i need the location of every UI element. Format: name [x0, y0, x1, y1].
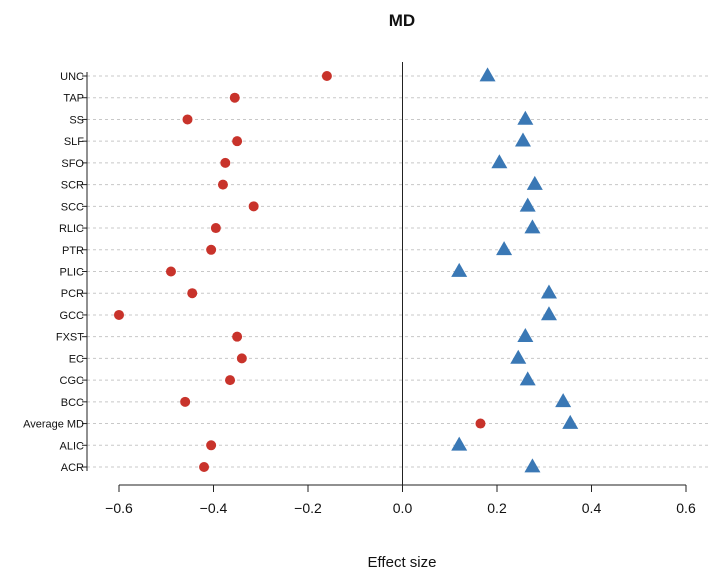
point-slf-circle — [232, 136, 243, 147]
point-ptr-circle — [206, 244, 217, 255]
y-tick-label: SLF — [64, 136, 84, 148]
point-ss-circle — [182, 114, 193, 125]
point-bcc-circle — [180, 396, 191, 407]
point-cgc-circle — [225, 375, 236, 386]
y-tick-label: GCC — [60, 310, 85, 322]
y-tick-label: SCC — [61, 201, 84, 213]
point-ss-triangle — [517, 110, 534, 125]
point-acr-circle — [199, 462, 210, 472]
y-tick-label: BCC — [61, 397, 84, 409]
point-gcc-triangle — [540, 306, 557, 321]
point-sfo-triangle — [491, 154, 508, 169]
point-unc-circle — [321, 71, 332, 81]
y-tick-label: PCR — [61, 288, 84, 300]
chart-title: MD — [389, 11, 415, 30]
x-tick-label: −0.2 — [294, 500, 322, 516]
y-tick-label: ACR — [61, 462, 84, 474]
data-marks — [114, 67, 579, 473]
point-pcr-triangle — [540, 284, 557, 299]
y-tick-label: EC — [69, 353, 84, 365]
y-tick-label: SS — [69, 114, 84, 126]
point-sfo-circle — [220, 157, 231, 168]
y-tick-label: SFO — [61, 158, 84, 170]
point-scr-circle — [217, 179, 228, 190]
x-tick-label: 0.6 — [676, 500, 696, 516]
y-axis: UNC TAP SS SLF SFO SCR SCC RLIC PTR PLIC PCR GCC FXS… — [23, 71, 88, 474]
x-tick-label: −0.4 — [200, 500, 228, 516]
point-rlic-circle — [210, 223, 221, 234]
point-plic-circle — [165, 266, 176, 277]
point-tap-circle — [229, 92, 240, 103]
point-slf-triangle — [514, 132, 531, 147]
point-acr-triangle — [524, 458, 541, 473]
y-tick-label: ALIC — [60, 440, 85, 452]
y-tick-label: TAP — [63, 93, 84, 105]
point-average-md-triangle — [562, 414, 579, 429]
y-tick-label: CGC — [60, 375, 85, 387]
y-tick-label: PTR — [62, 245, 84, 257]
point-plic-triangle — [451, 262, 468, 277]
y-tick-label: UNC — [60, 71, 84, 83]
point-scc-circle — [248, 201, 259, 212]
point-cgc-triangle — [519, 371, 536, 386]
point-rlic-triangle — [524, 219, 541, 234]
point-alic-triangle — [451, 436, 468, 451]
point-bcc-triangle — [555, 393, 572, 408]
y-tick-label: PLIC — [60, 267, 85, 279]
point-ptr-triangle — [496, 241, 513, 256]
gridlines — [87, 75, 710, 468]
y-tick-label: Average MD — [23, 419, 84, 431]
y-tick-label: FXST — [56, 332, 84, 344]
point-ec-circle — [236, 353, 247, 364]
x-axis: −0.6 −0.4 −0.2 0.0 0.2 0.4 0.6 — [105, 484, 696, 516]
point-average-md-circle — [475, 418, 486, 429]
point-scc-triangle — [519, 197, 536, 212]
point-scr-triangle — [526, 175, 543, 190]
y-tick-label: RLIC — [59, 223, 84, 235]
point-gcc-circle — [114, 309, 124, 320]
point-fxst-circle — [232, 331, 243, 342]
point-pcr-circle — [187, 288, 198, 299]
x-axis-label: Effect size — [368, 554, 437, 571]
x-tick-label: −0.6 — [105, 500, 133, 516]
point-unc-triangle — [479, 67, 496, 82]
point-fxst-triangle — [517, 327, 534, 342]
point-alic-circle — [206, 440, 217, 451]
x-tick-label: 0.2 — [487, 500, 507, 516]
point-ec-triangle — [510, 349, 527, 364]
y-tick-label: SCR — [61, 180, 84, 192]
x-tick-label: 0.4 — [582, 500, 602, 516]
x-tick-label: 0.0 — [393, 500, 413, 516]
